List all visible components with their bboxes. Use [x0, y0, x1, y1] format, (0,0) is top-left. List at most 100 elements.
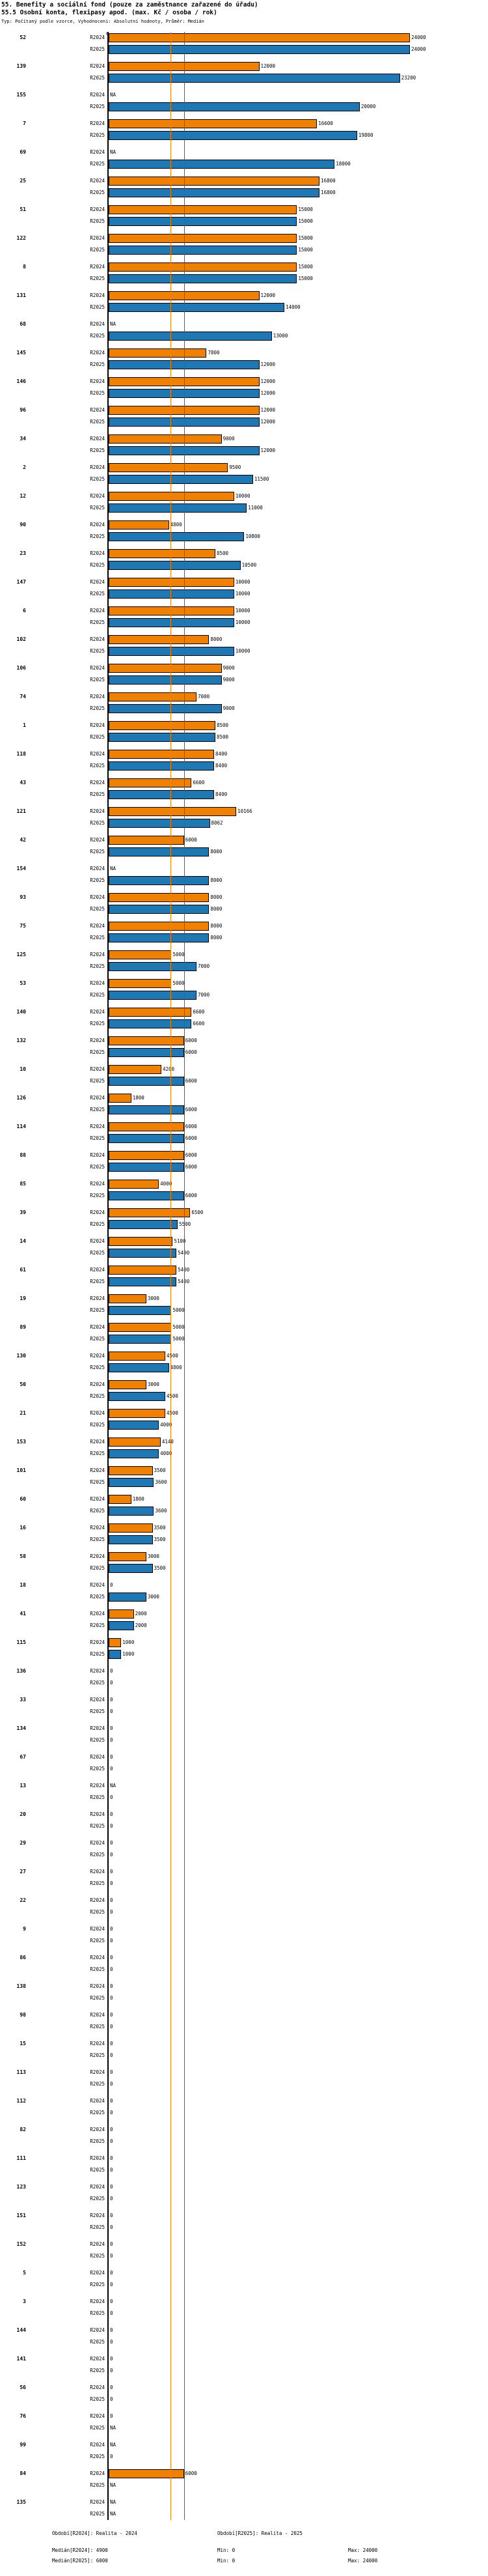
- bar-r2025[interactable]: [109, 1191, 184, 1200]
- bar-r2025[interactable]: [109, 962, 197, 971]
- bar-r2024[interactable]: [109, 721, 215, 730]
- bar-r2024[interactable]: [109, 1180, 159, 1189]
- bar-r2024[interactable]: [109, 1151, 184, 1160]
- bar-r2025[interactable]: [109, 160, 335, 169]
- bar-r2025[interactable]: [109, 1478, 154, 1487]
- bar-r2024[interactable]: [109, 778, 192, 787]
- bar-r2024[interactable]: [109, 463, 228, 472]
- bar-r2025[interactable]: [109, 1249, 177, 1258]
- bar-r2024[interactable]: [109, 664, 222, 673]
- bar-r2025[interactable]: [109, 1134, 184, 1143]
- bar-r2024[interactable]: [109, 750, 215, 759]
- bar-r2024[interactable]: [109, 1495, 131, 1504]
- bar-r2025[interactable]: [109, 589, 234, 599]
- bar-r2024[interactable]: [109, 606, 234, 616]
- bar-r2025[interactable]: [109, 1507, 154, 1516]
- bar-r2024[interactable]: [109, 1609, 134, 1619]
- bar-r2024[interactable]: [109, 348, 207, 358]
- bar-r2024[interactable]: [109, 950, 172, 959]
- bar-r2024[interactable]: [109, 893, 210, 902]
- bar-r2024[interactable]: [109, 1638, 122, 1647]
- bar-r2025[interactable]: [109, 45, 410, 54]
- bar-r2024[interactable]: [109, 578, 234, 587]
- bar-r2024[interactable]: [109, 1523, 153, 1533]
- bar-r2025[interactable]: [109, 1592, 146, 1602]
- bar-r2024[interactable]: [109, 1437, 161, 1447]
- bar-r2025[interactable]: [109, 1650, 122, 1659]
- bar-r2024[interactable]: [109, 1094, 131, 1103]
- bar-r2025[interactable]: [109, 618, 234, 627]
- bar-r2024[interactable]: [109, 119, 318, 128]
- bar-r2025[interactable]: [109, 74, 400, 83]
- bar-r2024[interactable]: [109, 1008, 192, 1017]
- bar-r2024[interactable]: [109, 922, 210, 931]
- bar-r2024[interactable]: [109, 549, 215, 558]
- bar-r2024[interactable]: [109, 1036, 184, 1045]
- bar-r2025[interactable]: [109, 1105, 184, 1114]
- bar-r2024[interactable]: [109, 262, 297, 272]
- bar-r2025[interactable]: [109, 188, 320, 197]
- bar-r2025[interactable]: [109, 1621, 134, 1630]
- bar-r2024[interactable]: [109, 434, 222, 444]
- bar-r2025[interactable]: [109, 274, 297, 283]
- bar-r2025[interactable]: [109, 733, 215, 742]
- bar-r2024[interactable]: [109, 1266, 177, 1275]
- bar-r2025[interactable]: [109, 475, 253, 484]
- bar-r2024[interactable]: [109, 1323, 172, 1332]
- bar-r2024[interactable]: [109, 1294, 146, 1303]
- bar-r2025[interactable]: [109, 1564, 153, 1573]
- bar-r2025[interactable]: [109, 819, 210, 828]
- bar-r2024[interactable]: [109, 1466, 153, 1475]
- bar-r2025[interactable]: [109, 905, 210, 914]
- bar-r2024[interactable]: [109, 492, 234, 501]
- bar-r2024[interactable]: [109, 2469, 184, 2478]
- bar-r2025[interactable]: [109, 704, 222, 713]
- bar-r2024[interactable]: [109, 635, 210, 644]
- bar-r2024[interactable]: [109, 1380, 146, 1389]
- bar-r2025[interactable]: [109, 332, 272, 341]
- bar-r2025[interactable]: [109, 1392, 165, 1401]
- bar-r2025[interactable]: [109, 675, 222, 685]
- bar-r2024[interactable]: [109, 807, 237, 816]
- bar-r2024[interactable]: [109, 1208, 191, 1217]
- bar-r2024[interactable]: [109, 177, 320, 186]
- bar-r2025[interactable]: [109, 876, 210, 885]
- bar-r2024[interactable]: [109, 692, 197, 701]
- bar-r2025[interactable]: [109, 1306, 172, 1315]
- bar-r2025[interactable]: [109, 1449, 159, 1458]
- bar-r2025[interactable]: [109, 761, 215, 771]
- bar-r2025[interactable]: [109, 1220, 178, 1229]
- bar-r2025[interactable]: [109, 1048, 184, 1057]
- bar-r2025[interactable]: [109, 561, 241, 570]
- bar-r2024[interactable]: [109, 205, 297, 214]
- bar-r2024[interactable]: [109, 33, 410, 42]
- bar-r2025[interactable]: [109, 1335, 172, 1344]
- bar-r2025[interactable]: [109, 1163, 184, 1172]
- bar-r2025[interactable]: [109, 933, 210, 942]
- bar-r2024[interactable]: [109, 234, 297, 243]
- bar-r2025[interactable]: [109, 246, 297, 255]
- bar-r2025[interactable]: [109, 790, 215, 799]
- bar-r2025[interactable]: [109, 1019, 192, 1028]
- bar-r2025[interactable]: [109, 102, 360, 111]
- bar-r2024[interactable]: [109, 1552, 146, 1561]
- bar-r2025[interactable]: [109, 647, 234, 656]
- bar-r2024[interactable]: [109, 1065, 162, 1074]
- bar-r2025[interactable]: [109, 503, 247, 513]
- bar-r2024[interactable]: [109, 1352, 165, 1361]
- bar-r2024[interactable]: [109, 1237, 173, 1246]
- bar-r2024[interactable]: [109, 520, 169, 530]
- bar-r2024[interactable]: [109, 1122, 184, 1131]
- bar-r2025[interactable]: [109, 1421, 159, 1430]
- bar-r2025[interactable]: [109, 532, 245, 541]
- bar-r2024[interactable]: [109, 1409, 165, 1418]
- bar-r2025[interactable]: [109, 1363, 169, 1372]
- bar-r2024[interactable]: [109, 979, 172, 988]
- bar-r2025[interactable]: [109, 847, 210, 856]
- bar-r2025[interactable]: [109, 1535, 153, 1544]
- bar-r2024[interactable]: [109, 836, 184, 845]
- bar-r2025[interactable]: [109, 1077, 184, 1086]
- bar-r2025[interactable]: [109, 303, 285, 312]
- bar-r2025[interactable]: [109, 991, 197, 1000]
- bar-r2025[interactable]: [109, 217, 297, 226]
